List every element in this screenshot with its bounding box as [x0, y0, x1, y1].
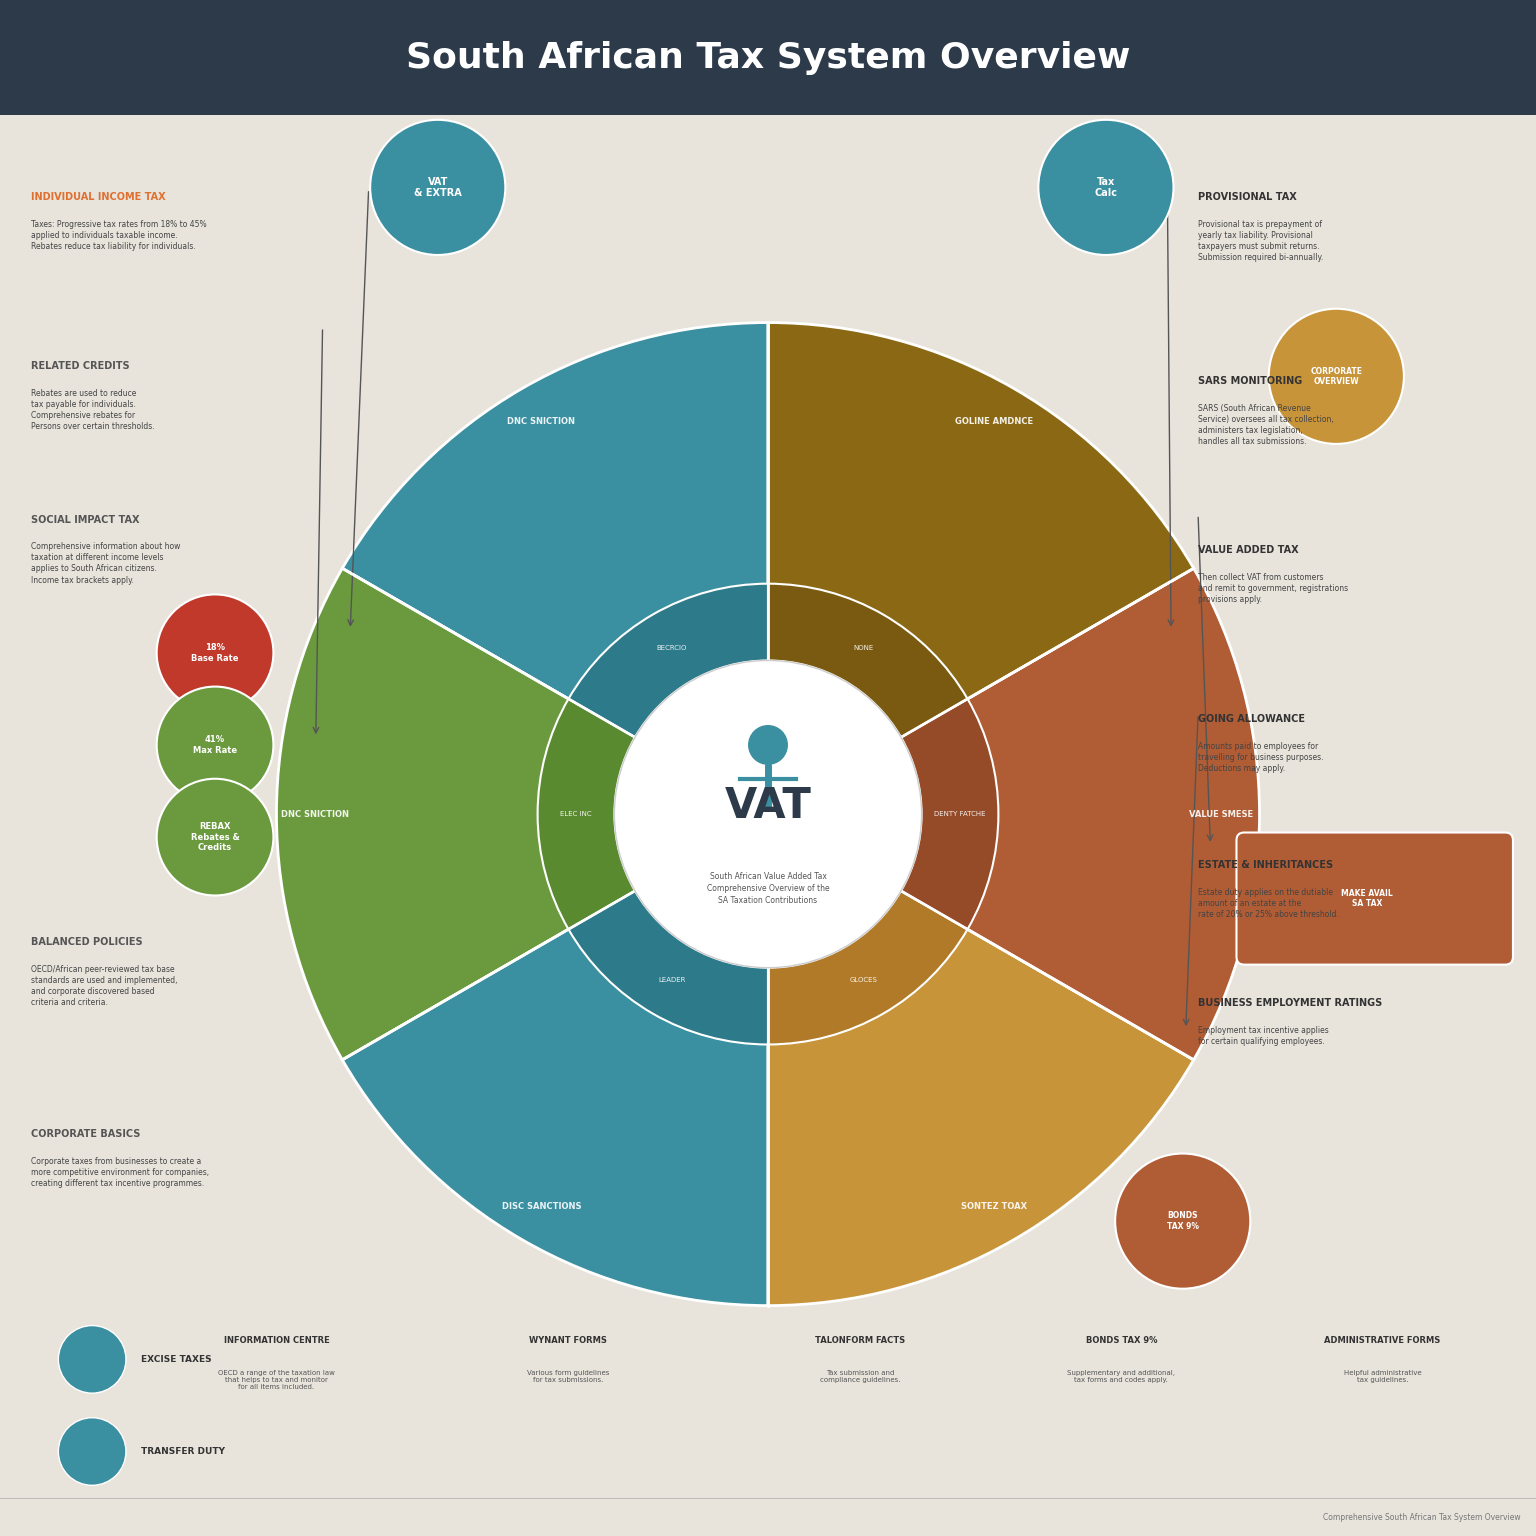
Circle shape [370, 120, 505, 255]
Text: PROVISIONAL TAX: PROVISIONAL TAX [1198, 192, 1296, 203]
Wedge shape [768, 323, 1193, 703]
Text: TRANSFER DUTY: TRANSFER DUTY [141, 1447, 226, 1456]
Circle shape [157, 779, 273, 895]
Text: SARS (South African Revenue
Service) oversees all tax collection,
administers ta: SARS (South African Revenue Service) ove… [1198, 404, 1333, 447]
Text: GOING ALLOWANCE: GOING ALLOWANCE [1198, 714, 1306, 725]
Text: Provisional tax is prepayment of
yearly tax liability. Provisional
taxpayers mus: Provisional tax is prepayment of yearly … [1198, 220, 1324, 263]
Circle shape [748, 725, 788, 765]
Text: WYNANT FORMS: WYNANT FORMS [530, 1336, 607, 1346]
Text: MAKE AVAIL
SA TAX: MAKE AVAIL SA TAX [1341, 889, 1393, 908]
Text: GOLINE AMDNCE: GOLINE AMDNCE [955, 418, 1034, 425]
Text: TALONFORM FACTS: TALONFORM FACTS [816, 1336, 905, 1346]
Text: REBAX
Rebates &
Credits: REBAX Rebates & Credits [190, 822, 240, 852]
Circle shape [157, 594, 273, 711]
Text: BONDS
TAX 9%: BONDS TAX 9% [1167, 1212, 1198, 1230]
Text: South African Value Added Tax
Comprehensive Overview of the
SA Taxation Contribu: South African Value Added Tax Comprehens… [707, 872, 829, 905]
Text: DENTY FATCHE: DENTY FATCHE [934, 811, 986, 817]
Text: Tax submission and
compliance guidelines.: Tax submission and compliance guidelines… [820, 1370, 900, 1382]
Text: Comprehensive South African Tax System Overview: Comprehensive South African Tax System O… [1322, 1513, 1521, 1522]
Text: SONTEZ TOAX: SONTEZ TOAX [962, 1203, 1028, 1210]
Wedge shape [343, 323, 768, 703]
Text: Corporate taxes from businesses to create a
more competitive environment for com: Corporate taxes from businesses to creat… [31, 1157, 209, 1187]
Wedge shape [276, 568, 574, 1060]
Text: NONE: NONE [854, 645, 874, 651]
FancyBboxPatch shape [1236, 833, 1513, 965]
Text: Estate duty applies on the dutiable
amount of an estate at the
rate of 20% or 25: Estate duty applies on the dutiable amou… [1198, 888, 1339, 919]
Text: VALUE SMESE: VALUE SMESE [1189, 809, 1253, 819]
Text: 41%
Max Rate: 41% Max Rate [194, 736, 237, 754]
Wedge shape [902, 699, 998, 929]
Circle shape [58, 1418, 126, 1485]
Text: ADMINISTRATIVE FORMS: ADMINISTRATIVE FORMS [1324, 1336, 1441, 1346]
Wedge shape [768, 584, 968, 737]
Text: DISC SANCTIONS: DISC SANCTIONS [502, 1203, 581, 1210]
Circle shape [614, 660, 922, 968]
Wedge shape [568, 891, 768, 1044]
Wedge shape [768, 926, 1193, 1306]
Text: OECD a range of the taxation law
that helps to tax and monitor
for all items inc: OECD a range of the taxation law that he… [218, 1370, 335, 1390]
Text: VAT
& EXTRA: VAT & EXTRA [413, 177, 462, 198]
Text: CORPORATE BASICS: CORPORATE BASICS [31, 1129, 140, 1140]
Text: Helpful administrative
tax guidelines.: Helpful administrative tax guidelines. [1344, 1370, 1421, 1382]
Wedge shape [768, 891, 968, 1044]
Text: CORPORATE
OVERVIEW: CORPORATE OVERVIEW [1310, 367, 1362, 386]
Text: 18%
Base Rate: 18% Base Rate [192, 644, 238, 662]
Text: Amounts paid to employees for
travelling for business purposes.
Deductions may a: Amounts paid to employees for travelling… [1198, 742, 1324, 773]
Text: ESTATE & INHERITANCES: ESTATE & INHERITANCES [1198, 860, 1333, 871]
Text: RELATED CREDITS: RELATED CREDITS [31, 361, 129, 372]
Wedge shape [343, 925, 768, 1306]
Text: SOCIAL IMPACT TAX: SOCIAL IMPACT TAX [31, 515, 140, 525]
Wedge shape [538, 699, 634, 929]
Circle shape [1269, 309, 1404, 444]
Text: Comprehensive information about how
taxation at different income levels
applies : Comprehensive information about how taxa… [31, 542, 180, 585]
Circle shape [1038, 120, 1174, 255]
Text: DNC SNICTION: DNC SNICTION [507, 418, 576, 425]
Text: LEADER: LEADER [659, 977, 685, 983]
Circle shape [1115, 1154, 1250, 1289]
Wedge shape [962, 568, 1260, 1060]
Text: BUSINESS EMPLOYMENT RATINGS: BUSINESS EMPLOYMENT RATINGS [1198, 998, 1382, 1009]
Text: ELEC INC: ELEC INC [561, 811, 591, 817]
Text: South African Tax System Overview: South African Tax System Overview [406, 40, 1130, 75]
Text: Rebates are used to reduce
tax payable for individuals.
Comprehensive rebates fo: Rebates are used to reduce tax payable f… [31, 389, 154, 432]
Text: Employment tax incentive applies
for certain qualifying employees.: Employment tax incentive applies for cer… [1198, 1026, 1329, 1046]
Text: INDIVIDUAL INCOME TAX: INDIVIDUAL INCOME TAX [31, 192, 166, 203]
Text: Various form guidelines
for tax submissions.: Various form guidelines for tax submissi… [527, 1370, 610, 1382]
Text: SARS MONITORING: SARS MONITORING [1198, 376, 1303, 387]
Text: INFORMATION CENTRE: INFORMATION CENTRE [224, 1336, 329, 1346]
Text: BECRCIO: BECRCIO [657, 645, 687, 651]
Wedge shape [568, 584, 768, 737]
Text: Supplementary and additional,
tax forms and codes apply.: Supplementary and additional, tax forms … [1068, 1370, 1175, 1382]
FancyBboxPatch shape [0, 0, 1536, 115]
Text: DNC SNICTION: DNC SNICTION [281, 809, 349, 819]
Text: Taxes: Progressive tax rates from 18% to 45%
applied to individuals taxable inco: Taxes: Progressive tax rates from 18% to… [31, 220, 206, 250]
Text: VAT: VAT [725, 785, 811, 828]
Text: BALANCED POLICIES: BALANCED POLICIES [31, 937, 143, 948]
Text: Tax
Calc: Tax Calc [1095, 177, 1117, 198]
Text: OECD/African peer-reviewed tax base
standards are used and implemented,
and corp: OECD/African peer-reviewed tax base stan… [31, 965, 177, 1008]
Text: Then collect VAT from customers
and remit to government, registrations
provision: Then collect VAT from customers and remi… [1198, 573, 1349, 604]
Text: BONDS TAX 9%: BONDS TAX 9% [1086, 1336, 1157, 1346]
Text: EXCISE TAXES: EXCISE TAXES [141, 1355, 212, 1364]
Circle shape [157, 687, 273, 803]
Circle shape [58, 1326, 126, 1393]
Text: GLOCES: GLOCES [849, 977, 879, 983]
Text: VALUE ADDED TAX: VALUE ADDED TAX [1198, 545, 1299, 556]
